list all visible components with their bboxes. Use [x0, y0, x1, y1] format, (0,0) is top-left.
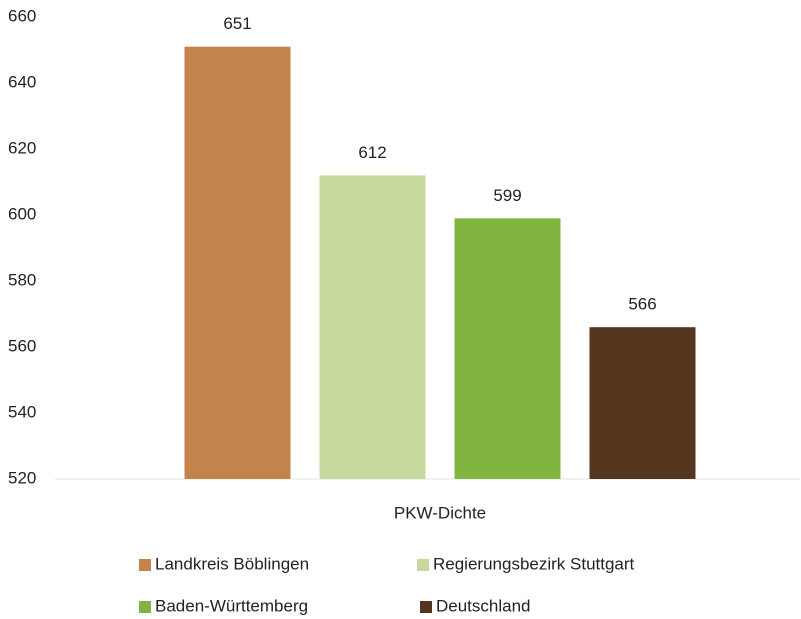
- y-tick-label: 620: [8, 138, 36, 157]
- legend-label: Landkreis Böblingen: [155, 554, 309, 573]
- y-tick-label: 600: [8, 204, 36, 223]
- legend-label: Regierungsbezirk Stuttgart: [433, 554, 635, 573]
- y-tick-label: 660: [8, 6, 36, 25]
- y-tick-label: 520: [8, 468, 36, 487]
- legend-swatch: [139, 559, 151, 571]
- x-tick-label: PKW-Dichte: [394, 503, 486, 522]
- data-label: 599: [493, 186, 521, 205]
- legend-label: Baden-Württemberg: [155, 596, 308, 615]
- bar: [319, 175, 426, 479]
- bar: [454, 218, 561, 480]
- y-tick-label: 560: [8, 336, 36, 355]
- legend-swatch: [420, 601, 432, 613]
- data-label: 612: [358, 143, 386, 162]
- legend-swatch: [139, 601, 151, 613]
- data-label: 651: [223, 14, 251, 33]
- bar: [184, 46, 291, 479]
- bar: [589, 327, 696, 479]
- y-tick-label: 540: [8, 402, 36, 421]
- data-label: 566: [628, 295, 656, 314]
- y-tick-label: 580: [8, 270, 36, 289]
- legend-swatch: [417, 559, 429, 571]
- y-tick-label: 640: [8, 72, 36, 91]
- legend-label: Deutschland: [436, 596, 531, 615]
